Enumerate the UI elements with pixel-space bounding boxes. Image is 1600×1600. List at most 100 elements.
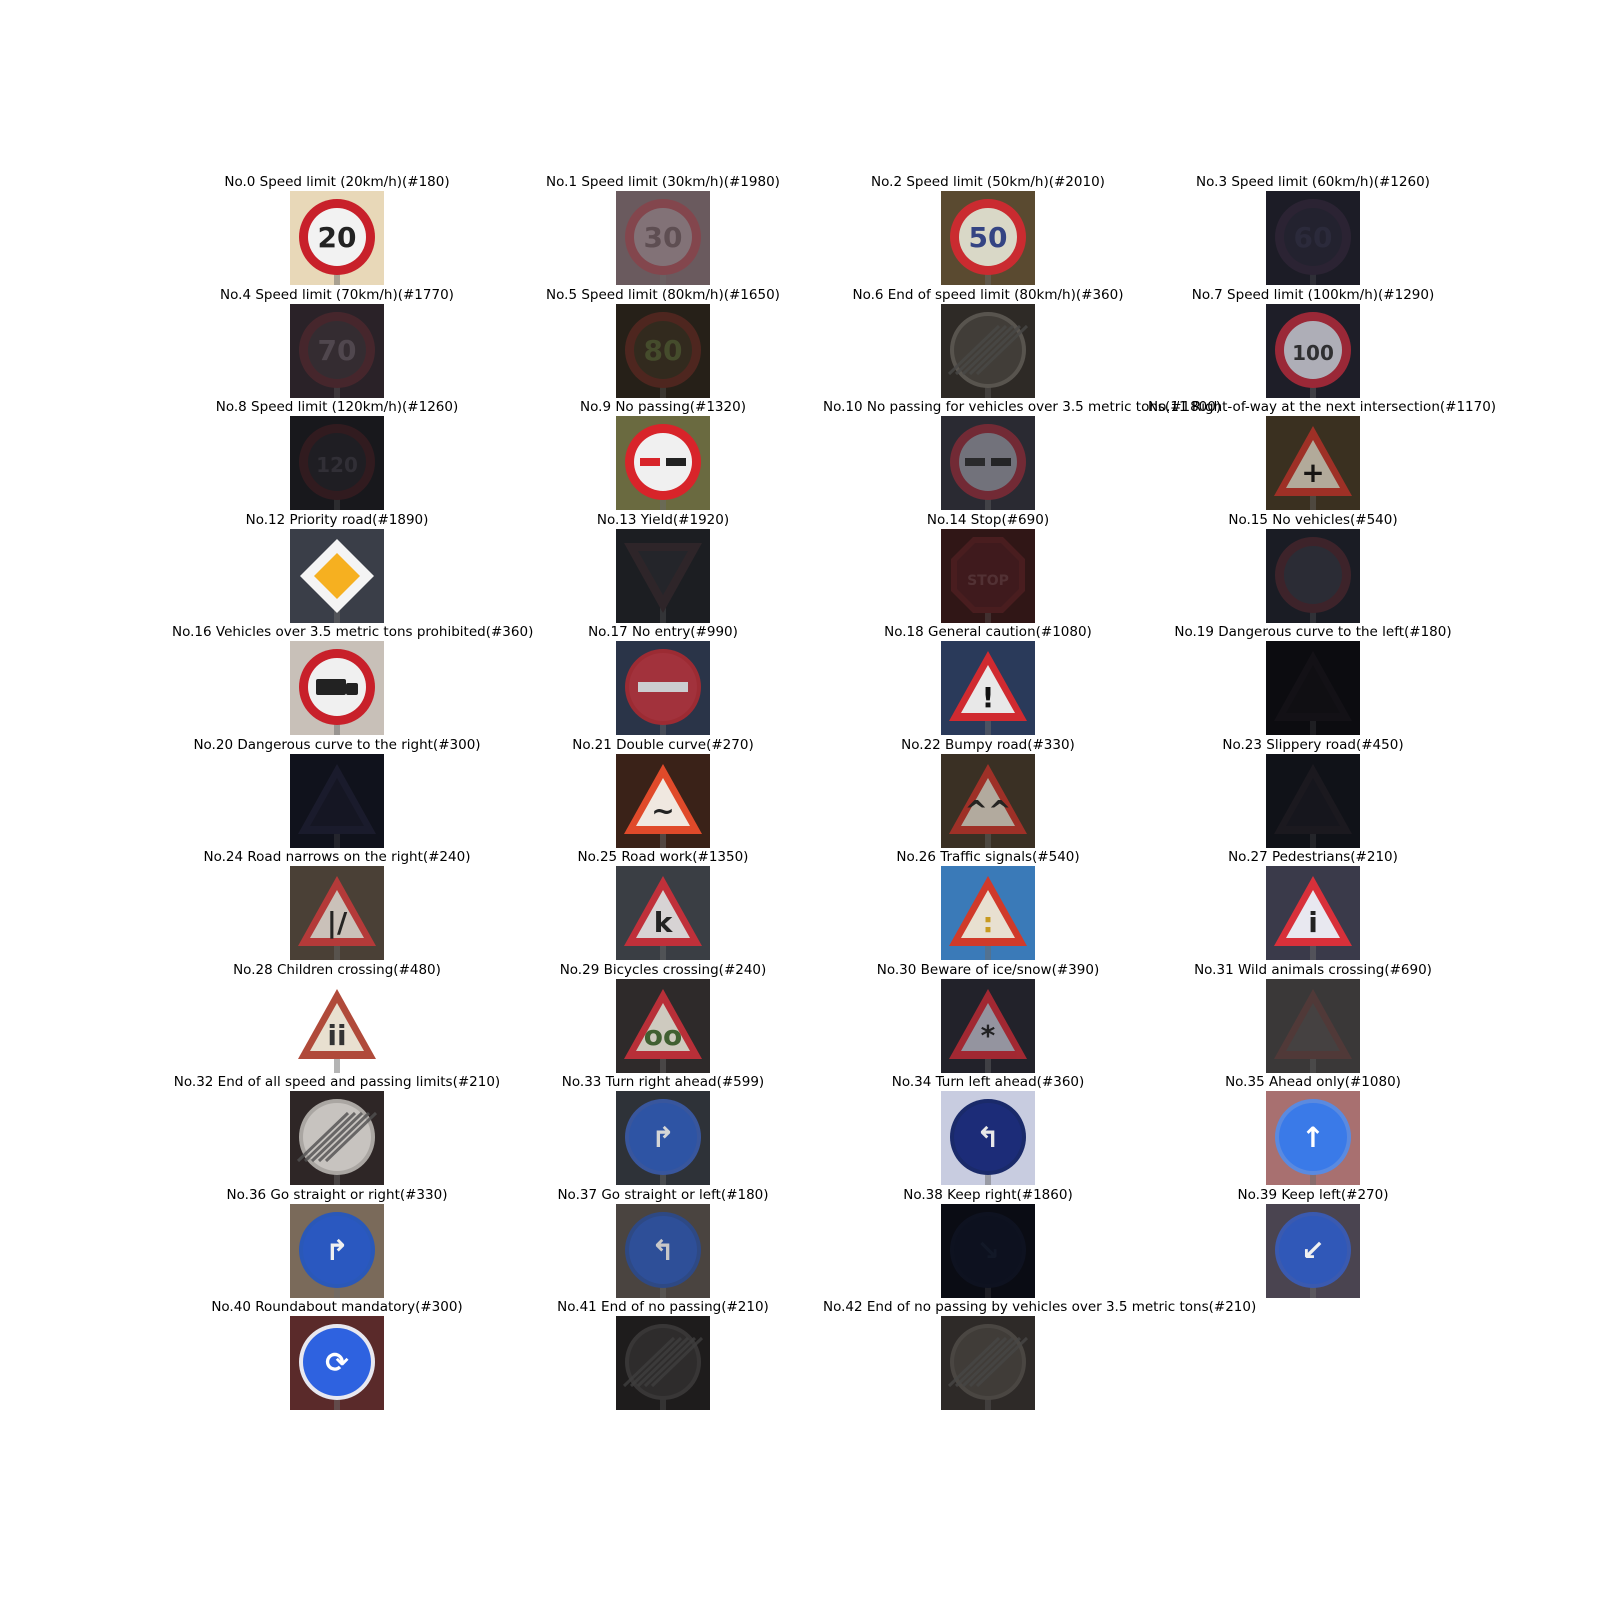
sample-title: No.30 Beware of ice/snow(#390) bbox=[876, 961, 1100, 978]
sign-image bbox=[941, 303, 1035, 398]
sign-image: i bbox=[1266, 866, 1360, 960]
sign-thumbnail: ↑ bbox=[1266, 1091, 1360, 1185]
sign-thumbnail: ii bbox=[290, 978, 384, 1073]
sample-cell: No.2 Speed limit (50km/h)(#2010) 50 bbox=[823, 174, 1153, 286]
sign-image: 20 bbox=[290, 191, 384, 285]
sign-image bbox=[616, 416, 710, 510]
sign-image: ↰ bbox=[616, 1203, 710, 1298]
sign-image: oo bbox=[616, 978, 710, 1073]
sample-cell: No.7 Speed limit (100km/h)(#1290) 100 bbox=[1148, 287, 1478, 399]
sign-image: 50 bbox=[941, 191, 1035, 285]
sample-title: No.38 Keep right(#1860) bbox=[903, 1186, 1073, 1203]
sample-title: No.19 Dangerous curve to the left(#180) bbox=[1174, 624, 1452, 640]
sign-thumbnail bbox=[616, 416, 710, 510]
svg-text:STOP: STOP bbox=[967, 573, 1009, 589]
sample-cell: No.26 Traffic signals(#540): bbox=[823, 849, 1153, 961]
sample-title: No.42 End of no passing by vehicles over… bbox=[823, 1299, 1257, 1315]
svg-text:50: 50 bbox=[969, 221, 1008, 254]
sign-thumbnail: i bbox=[1266, 866, 1360, 960]
sample-title: No.15 No vehicles(#540) bbox=[1228, 511, 1398, 528]
sign-thumbnail: ! bbox=[941, 641, 1035, 735]
sign-thumbnail: |/ bbox=[290, 866, 384, 960]
sample-cell: No.16 Vehicles over 3.5 metric tons proh… bbox=[172, 624, 533, 736]
sign-thumbnail: 30 bbox=[616, 191, 710, 285]
sample-cell: No.19 Dangerous curve to the left(#180) bbox=[1148, 624, 1478, 736]
svg-text:i: i bbox=[1308, 906, 1318, 939]
sign-thumbnail: ~ bbox=[616, 753, 710, 848]
sign-image bbox=[941, 1316, 1035, 1410]
sample-title: No.0 Speed limit (20km/h)(#180) bbox=[224, 174, 450, 190]
sample-cell: No.4 Speed limit (70km/h)(#1770) 70 bbox=[172, 287, 502, 399]
sample-cell: No.27 Pedestrians(#210) i bbox=[1148, 849, 1478, 961]
sign-thumbnail: ↘ bbox=[941, 1203, 1035, 1298]
sign-image: ii bbox=[290, 978, 384, 1073]
sample-cell: No.32 End of all speed and passing limit… bbox=[172, 1074, 502, 1186]
sample-cell: No.11 Right-of-way at the next intersect… bbox=[1148, 399, 1497, 511]
sign-thumbnail bbox=[290, 753, 384, 848]
sign-image: : bbox=[941, 866, 1035, 960]
sample-title: No.8 Speed limit (120km/h)(#1260) bbox=[215, 399, 459, 415]
sign-thumbnail bbox=[941, 1316, 1035, 1410]
sample-cell: No.13 Yield(#1920) bbox=[498, 512, 828, 624]
sign-thumbnail bbox=[941, 303, 1035, 398]
sign-image bbox=[1266, 753, 1360, 848]
sign-thumbnail: ↰ bbox=[941, 1091, 1035, 1185]
sign-image bbox=[1266, 528, 1360, 623]
sign-thumbnail: + bbox=[1266, 416, 1360, 510]
sign-thumbnail bbox=[1266, 641, 1360, 735]
sample-title: No.11 Right-of-way at the next intersect… bbox=[1148, 399, 1497, 415]
sample-title: No.7 Speed limit (100km/h)(#1290) bbox=[1191, 286, 1435, 303]
svg-text:30: 30 bbox=[644, 221, 683, 254]
sign-image: ! bbox=[941, 641, 1035, 735]
sign-image: 30 bbox=[616, 191, 710, 285]
sample-cell: No.30 Beware of ice/snow(#390) * bbox=[823, 962, 1153, 1074]
sign-image: ↙ bbox=[1266, 1203, 1360, 1298]
sign-thumbnail: STOP bbox=[941, 528, 1035, 623]
sample-cell: No.24 Road narrows on the right(#240) |/ bbox=[172, 849, 502, 961]
sample-cell: No.20 Dangerous curve to the right(#300) bbox=[172, 737, 502, 849]
sample-title: No.40 Roundabout mandatory(#300) bbox=[211, 1299, 463, 1315]
svg-text:60: 60 bbox=[1294, 221, 1333, 254]
sign-thumbnail: 80 bbox=[616, 303, 710, 398]
sign-thumbnail: 20 bbox=[290, 191, 384, 285]
sign-image bbox=[290, 641, 384, 735]
svg-text:^^: ^^ bbox=[965, 794, 1012, 827]
sign-thumbnail: 100 bbox=[1266, 303, 1360, 398]
sample-cell: No.5 Speed limit (80km/h)(#1650) 80 bbox=[498, 287, 828, 399]
sign-image bbox=[290, 528, 384, 623]
sample-title: No.14 Stop(#690) bbox=[926, 511, 1050, 528]
svg-text:|/: |/ bbox=[327, 906, 348, 939]
sample-title: No.28 Children crossing(#480) bbox=[233, 961, 441, 978]
sign-thumbnail bbox=[941, 416, 1035, 510]
sample-cell: No.21 Double curve(#270) ~ bbox=[498, 737, 828, 849]
sample-cell: No.34 Turn left ahead(#360) ↰ bbox=[823, 1074, 1153, 1186]
sample-title: No.34 Turn left ahead(#360) bbox=[891, 1074, 1085, 1090]
sign-thumbnail: ^^ bbox=[941, 753, 1035, 848]
sign-image: ↰ bbox=[941, 1091, 1035, 1185]
sign-thumbnail: ↱ bbox=[290, 1203, 384, 1298]
svg-text:⟳: ⟳ bbox=[325, 1346, 349, 1379]
sign-thumbnail bbox=[1266, 978, 1360, 1073]
sample-cell: No.15 No vehicles(#540) bbox=[1148, 512, 1478, 624]
sign-thumbnail bbox=[290, 528, 384, 623]
svg-text:↑: ↑ bbox=[1301, 1121, 1324, 1154]
svg-text:↙: ↙ bbox=[1301, 1234, 1324, 1267]
sign-thumbnail bbox=[616, 641, 710, 735]
sample-title: No.37 Go straight or left(#180) bbox=[557, 1186, 769, 1203]
sign-image: ^^ bbox=[941, 753, 1035, 848]
sign-image bbox=[1266, 641, 1360, 735]
sign-thumbnail: ↰ bbox=[616, 1203, 710, 1298]
svg-text:120: 120 bbox=[316, 453, 358, 477]
sign-image bbox=[1266, 978, 1360, 1073]
sample-title: No.5 Speed limit (80km/h)(#1650) bbox=[546, 286, 780, 303]
sample-title: No.33 Turn right ahead(#599) bbox=[561, 1074, 765, 1090]
sample-title: No.39 Keep left(#270) bbox=[1237, 1186, 1389, 1203]
sample-title: No.18 General caution(#1080) bbox=[884, 624, 1092, 640]
sample-title: No.41 End of no passing(#210) bbox=[557, 1299, 769, 1315]
sample-cell: No.3 Speed limit (60km/h)(#1260) 60 bbox=[1148, 174, 1478, 286]
sample-title: No.36 Go straight or right(#330) bbox=[226, 1186, 448, 1203]
sample-cell: No.40 Roundabout mandatory(#300) ⟳ bbox=[172, 1299, 502, 1411]
sign-thumbnail bbox=[290, 1091, 384, 1185]
sample-title: No.22 Bumpy road(#330) bbox=[901, 736, 1075, 753]
